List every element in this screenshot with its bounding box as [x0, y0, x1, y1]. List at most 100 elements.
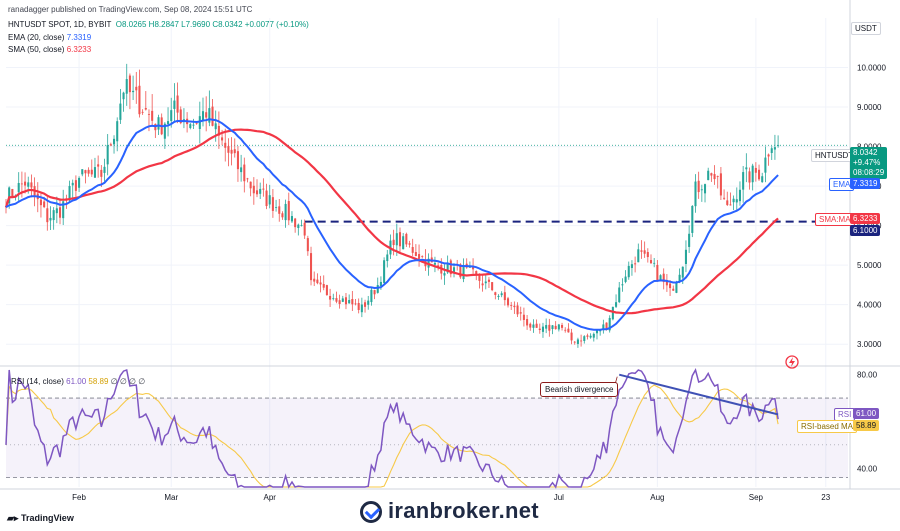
- candle-body: [125, 79, 128, 94]
- rsi-band-fill: [6, 398, 848, 478]
- bearish-divergence-label[interactable]: Bearish divergence: [540, 382, 619, 397]
- time-tick-label: Sep: [749, 493, 764, 502]
- candle-body: [777, 145, 780, 147]
- currency-selector[interactable]: USDT: [851, 22, 881, 35]
- candle-body: [348, 300, 351, 304]
- rsi-tick-label: 80.00: [857, 371, 878, 380]
- rsi-pane: [5, 368, 779, 489]
- rsi-ma-legend-value: 58.89: [88, 377, 109, 386]
- candle-body: [332, 298, 335, 300]
- symbol-label[interactable]: HNTUSDT SPOT, 1D, BYBIT: [8, 20, 112, 29]
- candle-body: [78, 177, 81, 188]
- candle-body: [761, 176, 764, 183]
- candle-body: [624, 276, 627, 282]
- rsi-legend-value: 61.00: [66, 377, 87, 386]
- ema-legend-value: 7.3319: [66, 33, 92, 42]
- chart-grid: [0, 0, 900, 490]
- candle-body: [106, 145, 109, 165]
- candle-body: [630, 264, 633, 269]
- candle-body: [195, 123, 198, 125]
- candle-body: [157, 117, 160, 130]
- candle-body: [452, 267, 456, 274]
- candle-body: [30, 182, 33, 188]
- price-tick-label: 9.0000: [857, 103, 882, 112]
- candle-body: [551, 325, 554, 330]
- candle-body: [694, 181, 697, 207]
- candle-body: [17, 183, 20, 193]
- candle-body: [503, 292, 506, 301]
- candle-body: [116, 121, 119, 142]
- rsi-line: [5, 368, 779, 489]
- candle-body: [526, 319, 529, 326]
- price-tick-label: 5.0000: [857, 261, 882, 270]
- candle-body: [62, 201, 65, 219]
- candle-body: [529, 323, 532, 328]
- candle-body: [418, 254, 421, 259]
- candle-body: [68, 186, 71, 201]
- rsi-legend-label: RSI (14, close): [11, 377, 64, 386]
- candle-body: [58, 207, 62, 218]
- candle-body: [433, 262, 436, 265]
- sma-legend[interactable]: SMA (50, close) 6.3233: [8, 45, 91, 55]
- candle-body: [659, 275, 662, 280]
- candle-body: [208, 108, 211, 123]
- sma-50-line: [4, 128, 779, 315]
- last-price-value: 8.0342: [853, 148, 878, 157]
- rsi-tick-label: 40.00: [857, 464, 878, 473]
- candle-body: [510, 305, 513, 306]
- candle-body: [198, 116, 201, 129]
- watermark: iranbroker.net: [360, 498, 539, 524]
- candle-body: [494, 292, 497, 296]
- candle-body: [112, 138, 116, 145]
- price-tick-label: 10.0000: [857, 64, 886, 73]
- bar-countdown: 08:08:29: [853, 168, 885, 177]
- candle-body: [421, 256, 424, 257]
- candle-body: [414, 252, 417, 257]
- candle-body: [484, 281, 487, 284]
- candle-body: [284, 203, 287, 221]
- candle-body: [567, 328, 570, 333]
- candle-body: [742, 172, 745, 190]
- candle-body: [732, 198, 735, 203]
- candle-body: [138, 85, 141, 115]
- candle-body: [360, 304, 363, 313]
- candle-body: [681, 266, 684, 278]
- candle-body: [770, 148, 773, 154]
- price-tick-label: 4.0000: [857, 301, 882, 310]
- candle-body: [745, 167, 748, 170]
- candle-body: [163, 123, 166, 139]
- candle-body: [640, 250, 643, 252]
- candle-body: [538, 328, 541, 331]
- candle-body: [173, 100, 176, 109]
- time-tick-label: 23: [821, 493, 830, 502]
- candle-body: [246, 178, 249, 180]
- last-price-tag: 8.0342 +9.47% 08:08:29: [850, 147, 888, 179]
- candle-body: [608, 317, 611, 331]
- candle-body: [532, 324, 535, 328]
- candle-body: [583, 336, 586, 341]
- candle-body: [398, 232, 402, 247]
- candle-body: [100, 169, 103, 177]
- candle-body: [446, 262, 449, 273]
- candle-body: [691, 205, 694, 233]
- candle-body: [653, 262, 656, 264]
- candle-body: [8, 187, 11, 204]
- candle-body: [367, 300, 370, 305]
- candle-body: [634, 263, 637, 265]
- rsi-band: [6, 397, 848, 479]
- watermark-text: iranbroker.net: [388, 498, 539, 523]
- candle-body: [240, 167, 243, 173]
- rsi-legend[interactable]: RSI (14, close) 61.00 58.89 ∅ ∅ ∅ ∅: [11, 377, 145, 387]
- candle-body: [97, 164, 100, 167]
- candle-body: [678, 274, 681, 282]
- open-value: O8.0265: [115, 20, 147, 29]
- candle-body: [646, 252, 649, 258]
- candle-body: [52, 210, 55, 221]
- candle-body: [675, 281, 678, 293]
- ema-legend[interactable]: EMA (20, close) 7.3319: [8, 33, 91, 43]
- candle-body: [262, 188, 265, 190]
- candle-body: [364, 302, 367, 307]
- candle-body: [548, 324, 551, 331]
- tradingview-logo[interactable]: ▰▸ TradingView: [7, 513, 74, 524]
